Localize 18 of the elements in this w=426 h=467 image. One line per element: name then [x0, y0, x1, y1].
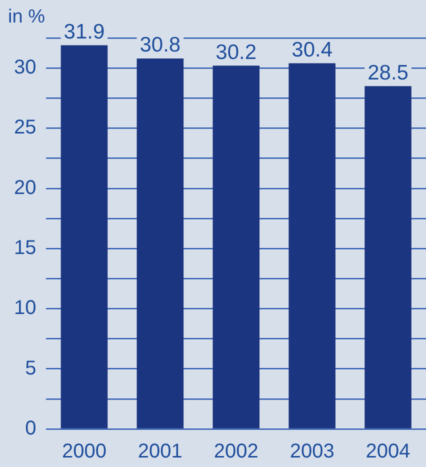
y-tick-label: 25 [14, 116, 36, 139]
y-tick-label: 5 [25, 357, 36, 380]
data-label: 31.9 [64, 20, 105, 44]
x-tick-label: 2003 [290, 440, 334, 463]
x-tick-label: 2002 [214, 440, 258, 463]
y-tick-label: 10 [14, 297, 36, 320]
x-tick-label: 2000 [62, 440, 106, 463]
x-tick-label: 2001 [138, 440, 182, 463]
y-tick-label: 30 [14, 56, 36, 79]
y-tick-label: 20 [14, 176, 36, 199]
x-tick-label: 2004 [366, 440, 410, 463]
y-tick-label: 0 [25, 418, 36, 440]
data-label: 30.2 [216, 40, 257, 64]
data-label: 30.4 [292, 38, 333, 62]
y-axis-title: in % [8, 6, 46, 28]
data-label: 28.5 [368, 61, 408, 84]
data-label: 30.8 [140, 34, 181, 57]
y-tick-label: 15 [14, 237, 36, 260]
